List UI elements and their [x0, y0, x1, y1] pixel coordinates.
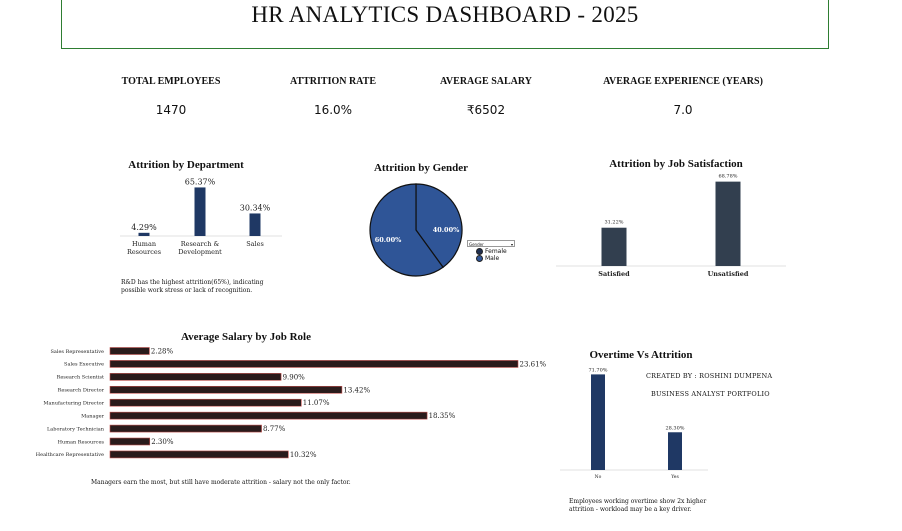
job-bar: [601, 227, 627, 266]
gender-slice-label: 40.00%: [433, 226, 460, 234]
job-satisfaction-chart: 31.22% Satisfied 68.78% Unsatisfied: [556, 174, 786, 278]
salary-by-role-chart: Sales Representative 2.28% Sales Executive…: [36, 347, 547, 459]
salary-role-label: Sales Representative: [50, 349, 104, 355]
overtime-category-label: Yes: [670, 474, 679, 480]
overtime-data-label: 28.30%: [665, 425, 684, 431]
gender-pie-slice: [415, 183, 463, 269]
job-data-label: 31.22%: [604, 220, 623, 226]
dept-category-label: Development: [178, 248, 222, 256]
kpi-average-salary-label: AVERAGE SALARY: [440, 76, 532, 87]
credit-portfolio: BUSINESS ANALYST PORTFOLIO: [651, 390, 770, 398]
kpi-attrition-rate-value: 16.0%: [313, 103, 353, 117]
salary-role-label: Manager: [81, 413, 104, 419]
job-bar: [715, 181, 741, 266]
salary-bar: [109, 450, 289, 459]
job-data-label: 68.78%: [718, 174, 737, 180]
note-salary: Managers earn the most, but still have m…: [91, 479, 351, 486]
chevron-down-icon: ▾: [510, 242, 513, 247]
kpi-average-experience-value: 7.0: [673, 103, 693, 117]
salary-role-label: Sales Executive: [64, 362, 104, 368]
salary-bar: [109, 398, 302, 407]
job-category-label: Satisfied: [598, 270, 630, 278]
salary-role-label: Manufacturing Director: [43, 401, 104, 407]
overtime-bar: [668, 432, 682, 470]
kpi-average-salary-value: ₹6502: [466, 103, 506, 117]
salary-bar: [109, 360, 519, 368]
dept-bar: [138, 232, 150, 236]
salary-bar: [109, 437, 151, 446]
legend-item-female: Female: [476, 248, 507, 255]
gender-filter-dropdown[interactable]: Gender ▾: [467, 240, 515, 247]
overtime-bar: [591, 374, 605, 470]
chart-title-job-satisfaction: Attrition by Job Satisfaction: [609, 158, 743, 170]
gender-pie-slice: [369, 183, 444, 277]
chart-title-gender: Attrition by Gender: [373, 162, 469, 174]
kpi-total-employees-value: 1470: [155, 103, 187, 117]
dept-bar: [194, 187, 206, 236]
salary-role-label: Research Director: [58, 388, 105, 394]
chart-title-overtime: Overtime Vs Attrition: [589, 349, 693, 361]
salary-data-label: 8.77%: [263, 425, 286, 433]
dept-data-label: 65.37%: [185, 177, 216, 186]
salary-role-label: Research Scientist: [57, 375, 104, 381]
overtime-chart: 71.70% No 28.30% Yes: [560, 367, 708, 480]
salary-data-label: 23.61%: [520, 360, 547, 368]
gender-pie-chart: 40.00% 60.00%: [369, 183, 463, 277]
overtime-data-label: 71.70%: [588, 367, 607, 373]
salary-bar: [109, 411, 428, 420]
salary-bar: [109, 385, 343, 394]
salary-bar: [109, 424, 262, 433]
legend-label-male: Male: [485, 255, 500, 262]
credit-author: CREATED BY : ROSHINI DUMPENA: [646, 372, 773, 380]
legend-item-male: Male: [476, 255, 507, 262]
salary-data-label: 13.42%: [343, 386, 370, 394]
salary-data-label: 9.90%: [283, 373, 306, 381]
salary-data-label: 18.35%: [429, 412, 456, 420]
chart-title-salary-by-role: Average Salary by Job Role: [181, 331, 311, 343]
note-overtime: Employees working overtime show 2x highe…: [569, 498, 707, 513]
dept-category-label: Resources: [127, 248, 161, 256]
salary-role-label: Human Resources: [58, 439, 105, 445]
dept-data-label: 4.29%: [131, 223, 157, 232]
dashboard-header: HR ANALYTICS DASHBOARD - 2025: [61, 0, 829, 49]
overtime-category-label: No: [595, 474, 602, 480]
salary-bar: [109, 347, 150, 355]
dept-data-label: 30.34%: [240, 203, 271, 212]
salary-bar: [109, 373, 282, 381]
gender-filter-value: Gender: [469, 242, 484, 247]
dept-category-label: Research &: [181, 240, 220, 248]
salary-data-label: 11.07%: [303, 399, 330, 407]
legend-label-female: Female: [485, 248, 507, 255]
chart-title-department: Attrition by Department: [128, 159, 244, 171]
kpi-attrition-rate-label: ATTRITION RATE: [289, 76, 377, 87]
gender-slice-label: 60.00%: [375, 236, 402, 244]
salary-data-label: 10.32%: [290, 451, 317, 459]
note-department: R&D has the highest attrition(65%), indi…: [121, 279, 264, 294]
salary-role-label: Healthcare Representative: [36, 452, 104, 458]
kpi-average-experience-label: AVERAGE EXPERIENCE (YEARS): [603, 76, 763, 87]
salary-data-label: 2.28%: [151, 348, 174, 356]
legend-swatch-male: [476, 255, 483, 262]
dept-category-label: Sales: [246, 240, 264, 248]
kpi-total-employees-label: TOTAL EMPLOYEES: [121, 76, 221, 87]
dept-category-label: Human: [132, 240, 156, 248]
dept-bar: [249, 213, 261, 236]
salary-role-label: Laboratory Technician: [47, 426, 105, 432]
gender-legend: Female Male: [476, 248, 507, 262]
page-title: HR ANALYTICS DASHBOARD - 2025: [251, 2, 639, 27]
salary-data-label: 2.30%: [151, 438, 174, 446]
legend-swatch-female: [476, 248, 483, 255]
job-category-label: Unsatisfied: [708, 270, 749, 278]
